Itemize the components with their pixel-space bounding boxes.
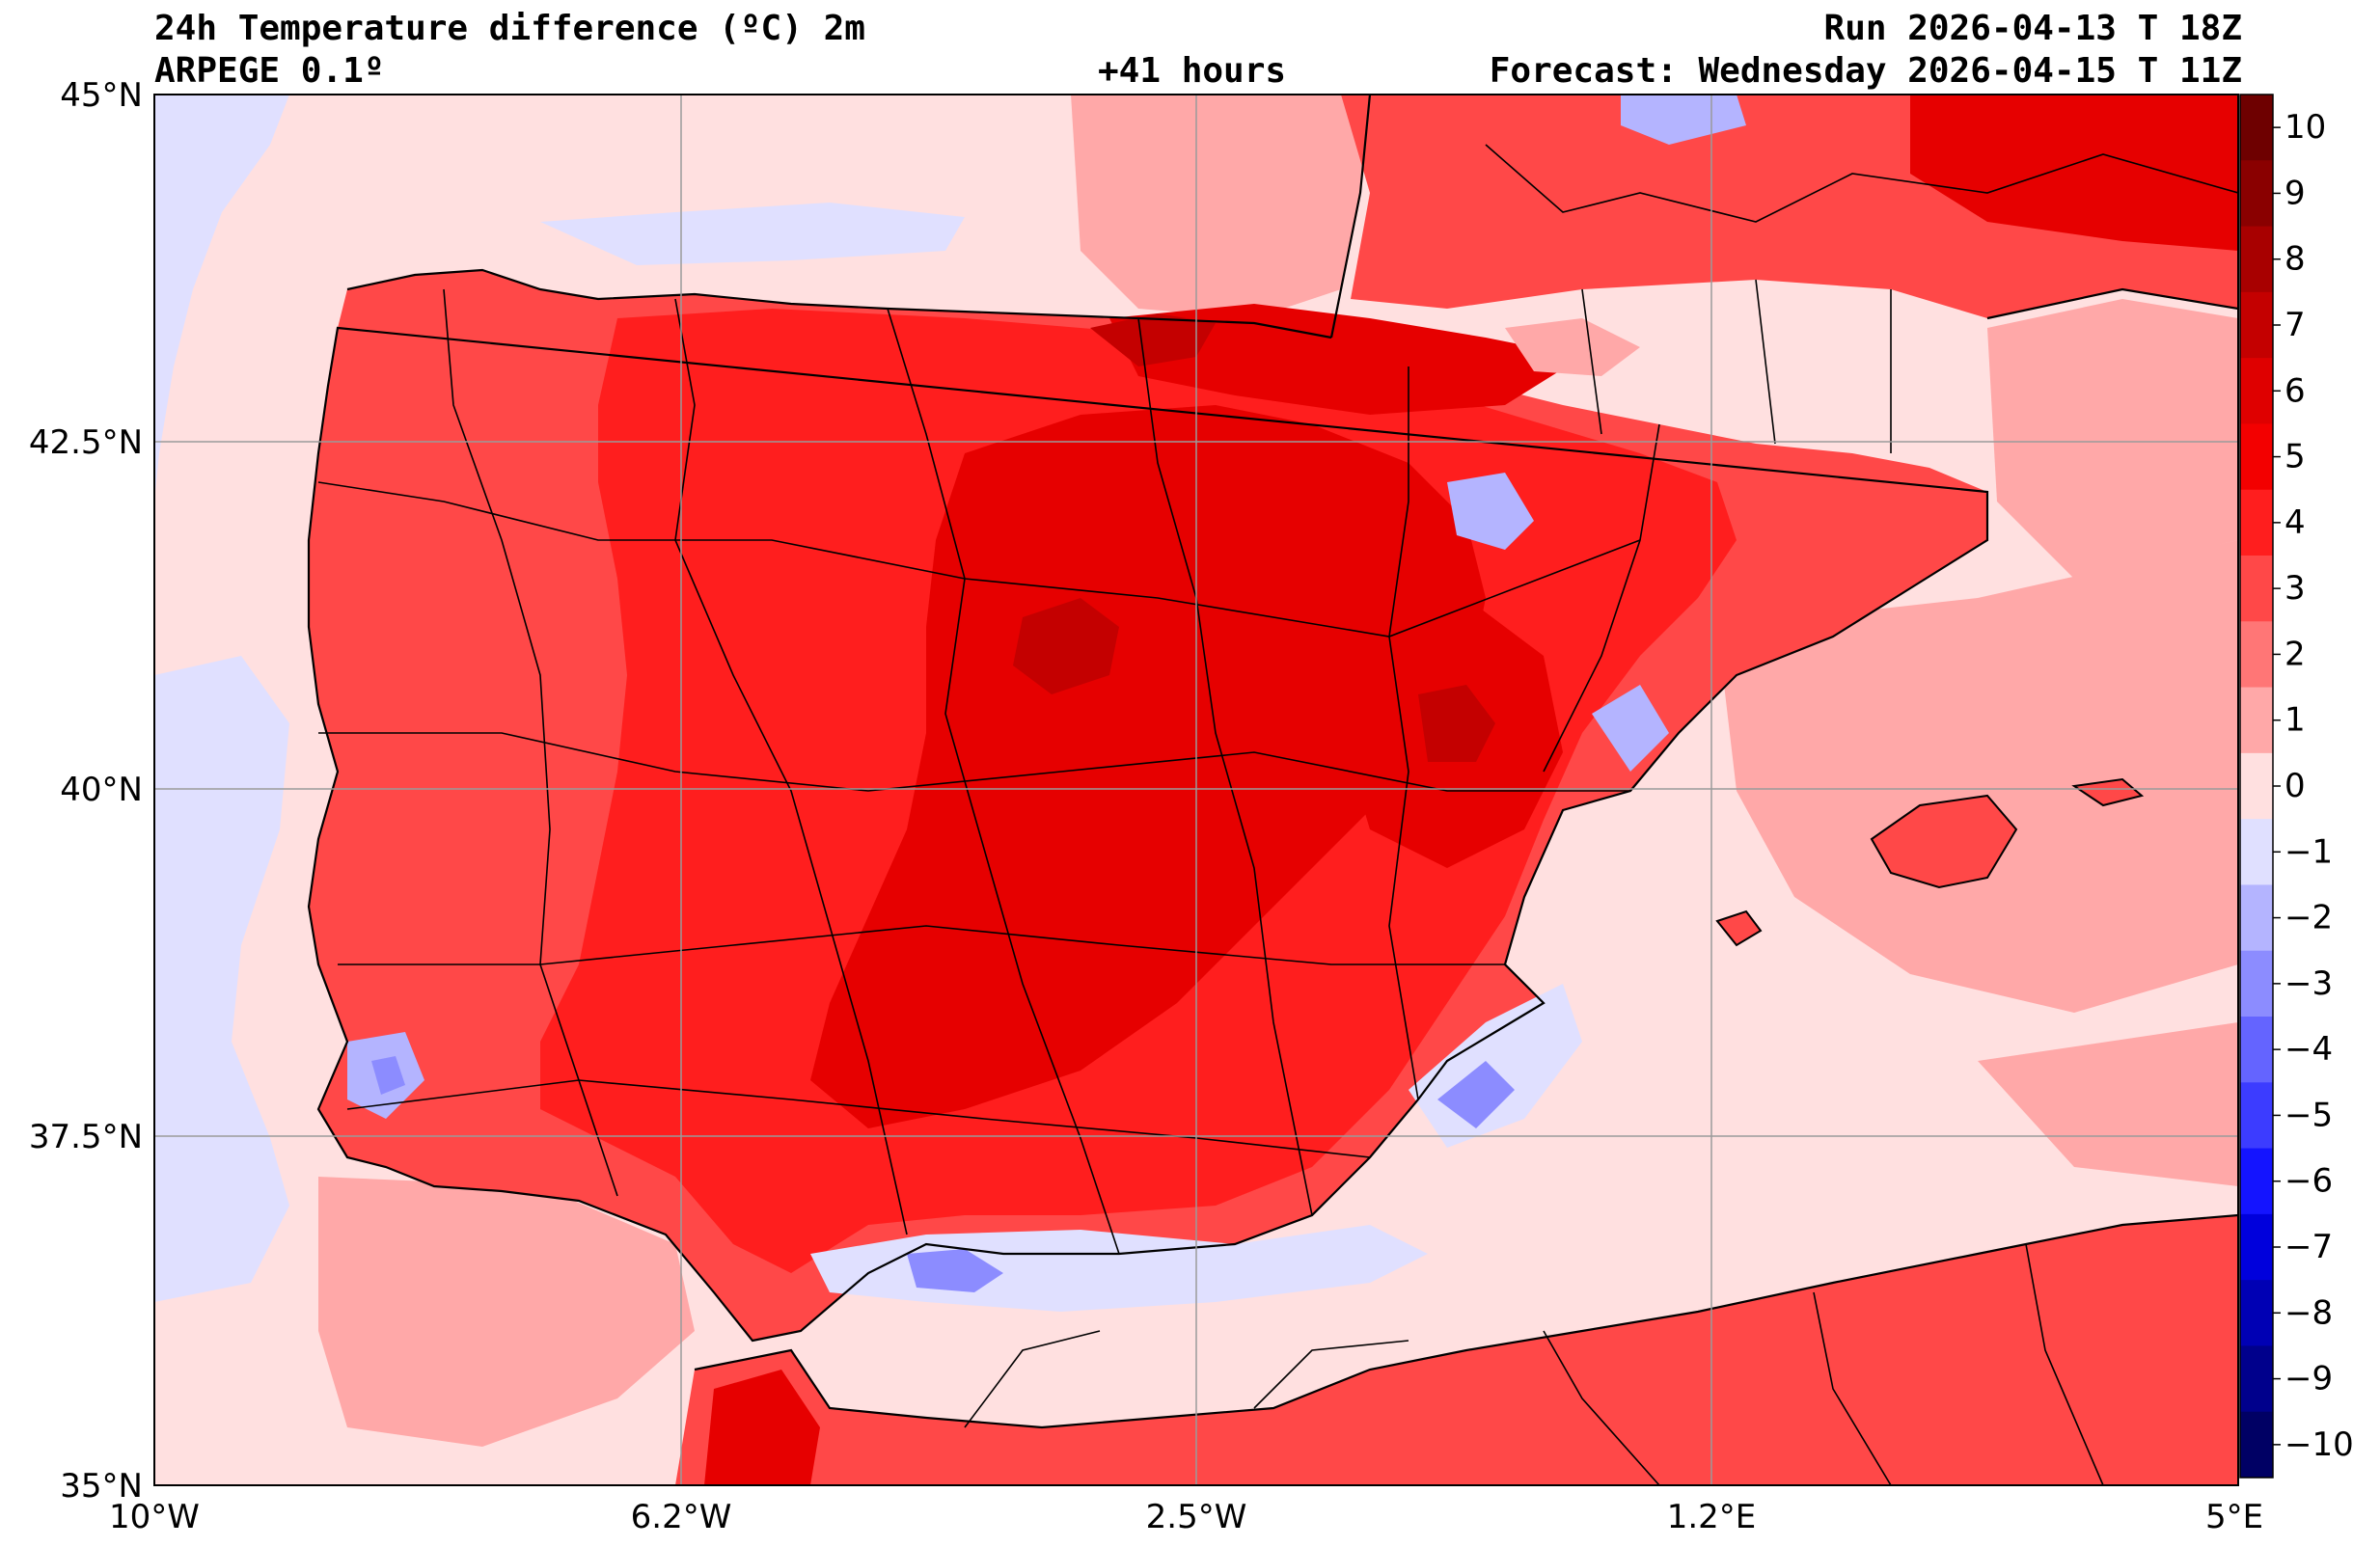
cold-lisbon-pocket xyxy=(371,1056,405,1095)
colorbar-label: 9 xyxy=(2284,174,2306,212)
colorbar-segment xyxy=(2240,1345,2273,1413)
model-label: ARPEGE 0.1º xyxy=(154,51,385,91)
warm-atlantic-south xyxy=(318,1177,695,1447)
colorbar-label: 4 xyxy=(2284,503,2306,542)
colorbar-segment xyxy=(2240,819,2273,885)
colorbar-label: −1 xyxy=(2284,832,2333,871)
warm-gulf-lion xyxy=(1987,299,2238,579)
lon-tick-label: 2.5°W xyxy=(1146,1498,1247,1536)
colorbar-segment xyxy=(2240,1082,2273,1150)
map-frame xyxy=(153,94,2239,1486)
colorbar-label: −6 xyxy=(2284,1162,2333,1201)
lon-tick-label: 5°E xyxy=(2205,1498,2263,1536)
colorbar-segment xyxy=(2240,489,2273,556)
lat-tick-label: 37.5°N xyxy=(29,1118,143,1156)
colorbar-label: −10 xyxy=(2284,1425,2354,1464)
colorbar-label: 1 xyxy=(2284,701,2306,740)
peak-warming-east xyxy=(1418,685,1495,762)
cool-biscay-region xyxy=(540,203,965,265)
lead-time-label: +41 hours xyxy=(1098,51,1287,91)
africa-coastline xyxy=(694,1213,2238,1429)
france-coastline xyxy=(1329,95,2238,339)
colorbar-segment xyxy=(2240,752,2273,820)
colorbar-segment xyxy=(2240,423,2273,491)
colorbar-label: 10 xyxy=(2284,108,2326,147)
france-hot xyxy=(1910,95,2238,251)
colorbar-segment xyxy=(2240,1411,2273,1479)
run-label: Run 2026-04-13 T 18Z xyxy=(1823,9,2242,48)
colorbar-segment xyxy=(2240,1148,2273,1215)
cool-atlantic-region xyxy=(154,95,289,502)
colorbar-label: 7 xyxy=(2284,306,2306,344)
ibiza-island xyxy=(1715,909,1763,947)
iberia-coastline xyxy=(307,268,1989,1343)
warm-biscay-region xyxy=(1071,95,1370,318)
lat-tick-label: 42.5°N xyxy=(29,423,143,462)
cool-lyon-gulf-patch xyxy=(1621,95,1746,145)
colorbar-label: −2 xyxy=(2284,899,2333,937)
central-hot-core xyxy=(810,405,1486,1128)
north-africa-hot xyxy=(704,1370,820,1485)
colorbar-segment xyxy=(2240,884,2273,952)
colorbar-segment xyxy=(2240,1213,2273,1281)
peak-warming-central xyxy=(1013,598,1119,694)
peak-warming-north xyxy=(1090,313,1216,366)
colorbar-segment xyxy=(2240,358,2273,424)
colorbar-label: −7 xyxy=(2284,1228,2333,1266)
colorbar-segment xyxy=(2240,1017,2273,1083)
north-africa-land xyxy=(675,1215,2238,1485)
colorbar-segment xyxy=(2240,95,2273,161)
lon-tick-label: 10°W xyxy=(109,1498,200,1536)
colorbar-segment xyxy=(2240,950,2273,1018)
lon-tick-label: 1.2°E xyxy=(1667,1498,1757,1536)
menorca-island xyxy=(2071,777,2145,807)
colorbar-label: 6 xyxy=(2284,371,2306,410)
cold-murcia-pocket xyxy=(1437,1061,1515,1128)
lat-tick-labels: 45°N 42.5°N 40°N 37.5°N 35°N xyxy=(29,76,143,1506)
cool-west-coast-region xyxy=(154,656,289,1302)
colorbar-segment xyxy=(2240,160,2273,228)
lat-tick-label: 45°N xyxy=(60,76,143,115)
lat-tick-label: 35°N xyxy=(60,1467,143,1506)
colorbar-label: 5 xyxy=(2284,438,2306,476)
colorbar-segment xyxy=(2240,621,2273,689)
colorbar-label: 8 xyxy=(2284,240,2306,279)
colorbar-segment xyxy=(2240,1280,2273,1346)
colorbar-label: −5 xyxy=(2284,1096,2333,1134)
map-gridlines xyxy=(154,95,2238,1485)
pyrenees-cool xyxy=(1505,318,1640,376)
lon-tick-label: 6.2°W xyxy=(631,1498,732,1536)
cool-ebro-valley xyxy=(1447,473,1534,550)
colorbar-label: −9 xyxy=(2284,1360,2333,1398)
cold-alboran-pocket xyxy=(907,1249,1003,1292)
colorbar-segment xyxy=(2240,226,2273,293)
warm-mediterranean-east xyxy=(1978,1022,2238,1186)
colorbar-label: −4 xyxy=(2284,1030,2333,1069)
map-title: 24h Temperature difference (ºC) 2m xyxy=(154,9,865,48)
region-borders xyxy=(317,144,2238,1485)
colorbar-segment xyxy=(2240,687,2273,754)
colorbar-label: 2 xyxy=(2284,635,2306,673)
colorbar-label: 3 xyxy=(2284,569,2306,608)
colorbar-segment xyxy=(2240,556,2273,622)
colorbar-label: −8 xyxy=(2284,1293,2333,1332)
colorbar-label: 0 xyxy=(2284,767,2306,805)
northeast-hot-band xyxy=(1109,304,1582,415)
warm-balearic-sea xyxy=(1717,540,2238,1013)
colorbar-label: −3 xyxy=(2284,964,2333,1003)
cool-valencia-coast xyxy=(1592,685,1669,772)
lat-tick-label: 40°N xyxy=(60,771,143,809)
forecast-valid-label: Forecast: Wednesday 2026-04-15 T 11Z xyxy=(1489,51,2242,91)
lon-tick-labels: 10°W 6.2°W 2.5°W 1.2°E 5°E xyxy=(109,1498,2263,1536)
mallorca-island xyxy=(1870,794,2018,889)
colorbar-segment xyxy=(2240,291,2273,359)
map-field xyxy=(154,95,2238,1485)
